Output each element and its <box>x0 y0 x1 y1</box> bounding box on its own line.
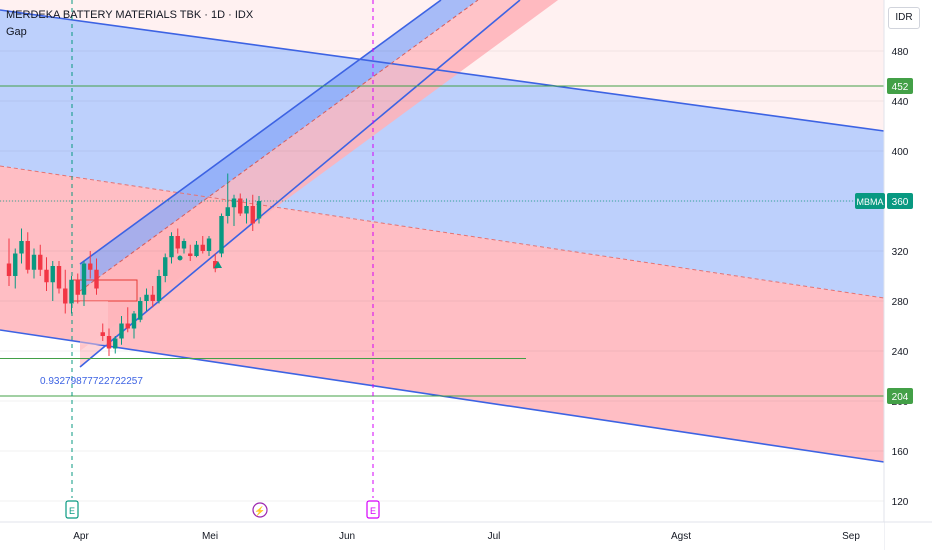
candle-body <box>56 266 62 289</box>
candle-body <box>119 323 124 339</box>
price-tick-label: 320 <box>892 247 909 258</box>
candle-body <box>150 294 155 301</box>
candle-body <box>200 244 205 251</box>
signal-dot <box>177 255 183 261</box>
currency-button[interactable]: IDR <box>888 7 920 29</box>
event-badge-shape <box>366 500 380 519</box>
price-badge <box>887 78 913 94</box>
event-badge-symbol: E <box>370 506 376 516</box>
earnings-icon[interactable]: E <box>366 500 380 519</box>
candle-body <box>19 241 24 254</box>
ascending-lower-line <box>79 0 521 368</box>
candle-body <box>94 269 99 289</box>
event-badge-symbol: E <box>69 506 75 516</box>
candle-body <box>75 279 80 295</box>
candle-body <box>219 216 224 254</box>
candle-body <box>225 207 230 216</box>
candle-body <box>13 253 18 276</box>
time-tick-label: Jun <box>339 531 355 542</box>
candle-body <box>250 206 255 224</box>
candle-body <box>31 254 37 270</box>
time-tick-label: Sep <box>842 531 860 542</box>
event-badge-symbol: ⚡ <box>254 505 265 517</box>
price-badge-text: 204 <box>892 392 909 403</box>
candle-body <box>144 294 149 301</box>
candle-body <box>256 201 262 219</box>
candle-body <box>163 257 168 276</box>
candle-body <box>50 266 55 283</box>
time-tick-label: Jul <box>488 531 501 542</box>
ascending-upper-line <box>79 0 442 265</box>
candle-body <box>206 238 212 251</box>
candle-body <box>131 313 137 329</box>
candle-body <box>63 288 68 304</box>
candle-body <box>238 198 243 214</box>
time-tick-label: Mei <box>202 531 218 542</box>
candle-body <box>175 236 180 249</box>
fib-ratio-label: 0.93279877722722257 <box>40 376 143 387</box>
candle-body <box>125 323 130 329</box>
price-tick-label: 480 <box>892 47 909 58</box>
candle-body <box>88 263 93 270</box>
signal-triangle <box>214 261 222 268</box>
channel-upper-line <box>0 9 885 132</box>
symbol-badge-text: MBMA <box>857 197 884 207</box>
time-tick-label: Agst <box>671 531 691 542</box>
gap-box-fill <box>80 301 108 345</box>
candle-body <box>100 332 105 336</box>
indicator-label: Gap <box>6 26 27 38</box>
event-badge-shape <box>252 502 268 518</box>
symbol-badge <box>855 193 885 209</box>
price-tick-label: 400 <box>892 147 909 158</box>
price-tick-label: 120 <box>892 497 909 508</box>
price-tick-label: 160 <box>892 447 909 458</box>
candle-body <box>69 279 74 304</box>
candle-body <box>194 244 199 256</box>
candle-body <box>169 236 174 258</box>
price-badge-text: 360 <box>892 197 909 208</box>
candle-body <box>6 263 12 276</box>
candle-body <box>244 206 249 214</box>
event-badge-shape <box>65 500 79 519</box>
ascending-mid-line <box>79 0 479 292</box>
chart-title: MERDEKA BATTERY MATERIALS TBK · 1D · IDX <box>6 9 254 21</box>
dividend-icon[interactable]: ⚡ <box>252 502 268 518</box>
candle-body <box>81 263 87 295</box>
price-badge <box>887 388 913 404</box>
candle-body <box>181 241 187 249</box>
price-tick-label: 240 <box>892 347 909 358</box>
candle-body <box>113 338 118 349</box>
upper-channel-fill <box>0 0 884 298</box>
price-tick-label: 440 <box>892 97 909 108</box>
channel-mid-line <box>0 165 885 299</box>
candle-body <box>213 261 218 269</box>
candle-body <box>44 269 49 283</box>
time-tick-label: Apr <box>73 531 89 542</box>
price-badge-text: 452 <box>892 82 909 93</box>
price-badge <box>887 193 913 209</box>
candle-body <box>106 336 112 349</box>
candle-body <box>25 241 30 270</box>
candle-body <box>231 198 237 208</box>
candle-body <box>38 254 43 270</box>
time-axis-bg <box>0 522 884 550</box>
earnings-icon[interactable]: E <box>65 500 79 519</box>
candle-body <box>138 301 143 320</box>
price-tick-label: 280 <box>892 297 909 308</box>
candle-body <box>156 276 162 301</box>
candle-body <box>188 253 193 256</box>
